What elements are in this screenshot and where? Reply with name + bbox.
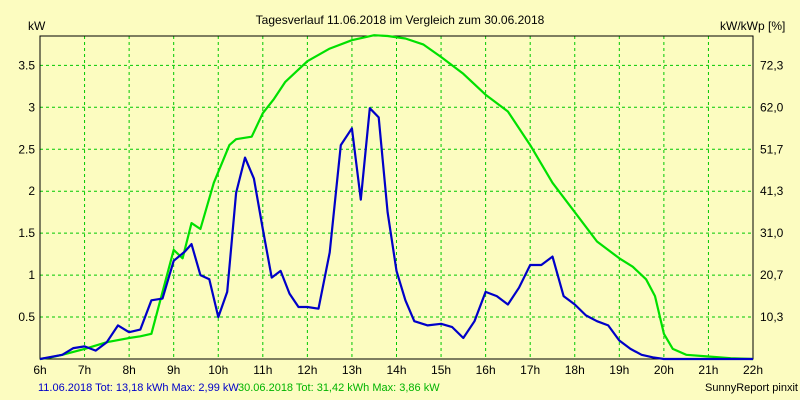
x-tick-label: 20h bbox=[654, 363, 674, 377]
x-tick-label: 22h bbox=[743, 363, 763, 377]
x-tick-label: 6h bbox=[33, 363, 46, 377]
y-tick-label-right: 10,3 bbox=[760, 310, 784, 324]
x-tick-label: 16h bbox=[476, 363, 496, 377]
series-group bbox=[39, 34, 754, 361]
x-tick-label: 9h bbox=[167, 363, 180, 377]
y-tick-label-right: 72,3 bbox=[760, 58, 784, 72]
y-tick-label-right: 31,0 bbox=[760, 226, 784, 240]
x-tick-label: 10h bbox=[208, 363, 228, 377]
x-tick-label: 14h bbox=[386, 363, 406, 377]
y-tick-label-left: 3.5 bbox=[18, 58, 35, 72]
y-tick-label-right: 41,3 bbox=[760, 184, 784, 198]
x-tick-label: 13h bbox=[342, 363, 362, 377]
y-tick-label-right: 51,7 bbox=[760, 142, 784, 156]
tick-labels: 6h 7h 8h 9h 10h 11h 12h 13h 14h 15h 16h 17h 18h 19h 20… bbox=[18, 58, 783, 377]
y-tick-label-left: 2.5 bbox=[18, 142, 35, 156]
x-tick-label: 8h bbox=[122, 363, 135, 377]
chart-title: Tagesverlauf 11.06.2018 im Vergleich zum… bbox=[256, 13, 545, 27]
x-tick-label: 19h bbox=[609, 363, 629, 377]
series-1-summary: 11.06.2018 Tot: 13,18 kWh Max: 2,99 kW bbox=[38, 382, 239, 394]
y-tick-label-left: 3 bbox=[28, 100, 35, 114]
y-axis-right-label: kW/kWp [%] bbox=[720, 19, 785, 33]
series-line-2 bbox=[39, 34, 754, 361]
x-tick-label: 7h bbox=[78, 363, 91, 377]
y-axis-left-label: kW bbox=[28, 19, 46, 33]
series-2-summary: 30.06.2018 Tot: 31,42 kWh Max: 3,86 kW bbox=[238, 382, 440, 394]
credit: SunnyReport pinxit bbox=[705, 382, 798, 394]
x-tick-label: 12h bbox=[297, 363, 317, 377]
y-tick-label-right: 20,7 bbox=[760, 268, 784, 282]
y-tick-label-left: 0.5 bbox=[18, 310, 35, 324]
x-tick-label: 15h bbox=[431, 363, 451, 377]
grid bbox=[40, 36, 753, 359]
x-tick-label: 17h bbox=[520, 363, 540, 377]
series-line-1 bbox=[39, 107, 753, 361]
x-tick-label: 18h bbox=[565, 363, 585, 377]
y-tick-label-left: 1.5 bbox=[18, 226, 35, 240]
y-tick-label-left: 1 bbox=[28, 268, 35, 282]
plot-frame bbox=[39, 35, 754, 360]
x-tick-label: 21h bbox=[698, 363, 718, 377]
x-tick-label: 11h bbox=[253, 363, 272, 377]
y-tick-label-right: 62,0 bbox=[760, 100, 784, 114]
y-tick-label-left: 2 bbox=[28, 184, 35, 198]
